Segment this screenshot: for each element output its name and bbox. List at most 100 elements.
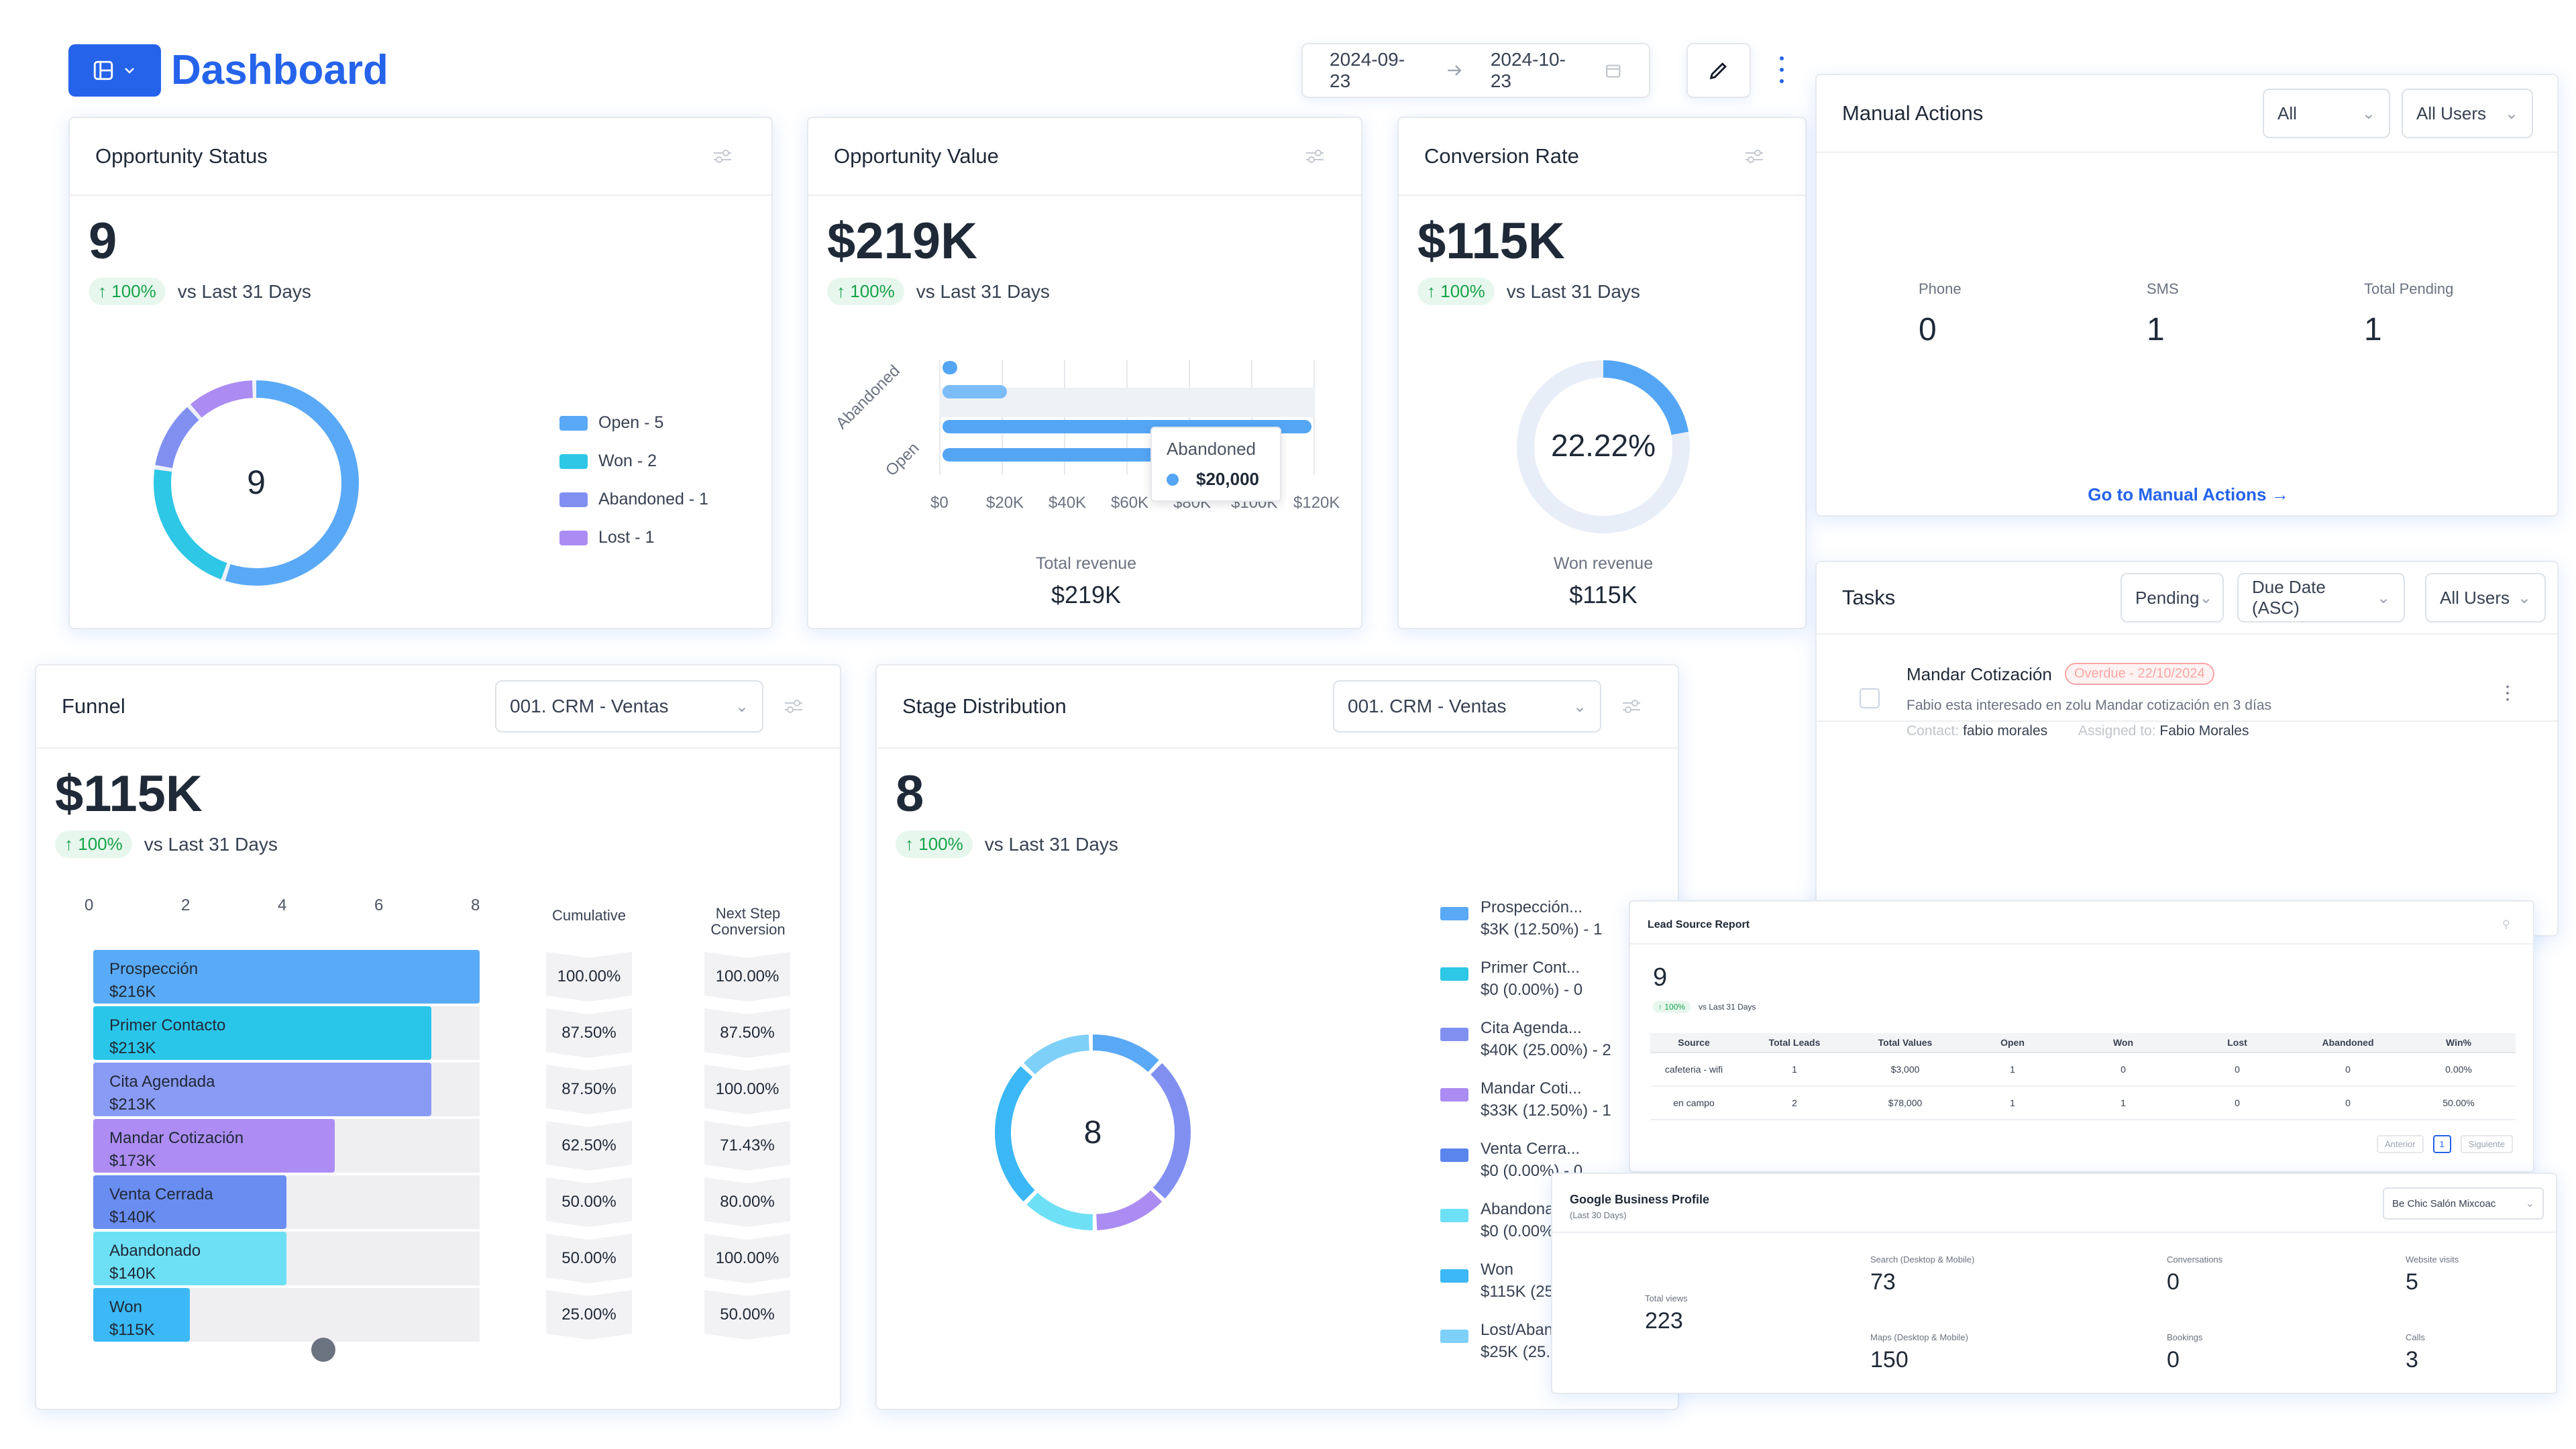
next-page-button[interactable]: Siguiente xyxy=(2460,1135,2513,1153)
donut-segment-6[interactable] xyxy=(995,1034,1191,1230)
total-views-label: Total views xyxy=(1645,1293,1688,1303)
card-title: Funnel xyxy=(62,694,125,718)
go-to-manual-actions-link[interactable]: Go to Manual Actions → xyxy=(2088,484,2289,504)
change-badge: ↑ 100% xyxy=(55,830,132,858)
table-header-cell: Open xyxy=(2000,1037,2025,1048)
donut-segment-0[interactable] xyxy=(995,1034,1191,1230)
user-select[interactable]: All Users ⌄ xyxy=(2402,89,2533,138)
pencil-icon xyxy=(1709,62,1727,80)
conversion-rate-card: Conversion Rate $115K ↑ 100% vs Last 31 D… xyxy=(1397,117,1807,629)
assigned-name[interactable]: Fabio Morales xyxy=(2159,723,2249,739)
cumulative-cell: 87.50% xyxy=(546,1065,632,1114)
scroll-handle[interactable] xyxy=(311,1338,335,1362)
legend-swatch-lost xyxy=(559,530,588,545)
layout-icon xyxy=(93,60,113,80)
layout-switcher-button[interactable] xyxy=(68,44,161,97)
task-title: Mandar Cotización xyxy=(1907,664,2052,684)
pipeline-select[interactable]: 001. CRM - Ventas ⌄ xyxy=(495,680,763,733)
status-select[interactable]: Pending ⌄ xyxy=(2121,573,2224,623)
filter-icon[interactable] xyxy=(712,148,733,165)
stage-distribution-card: Stage Distribution 001. CRM - Ventas ⌄ 8 … xyxy=(875,664,1679,1410)
donut-segment-1[interactable] xyxy=(154,380,359,586)
gauge-label: 22.22% xyxy=(1551,428,1656,463)
col-cumulative: Cumulative xyxy=(551,907,627,924)
edit-button[interactable] xyxy=(1686,43,1751,98)
arrow-right-icon xyxy=(1447,65,1462,76)
cumulative-cell: 25.00% xyxy=(546,1290,632,1340)
funnel-bar[interactable]: Abandonado $140K xyxy=(93,1232,286,1285)
pipeline-select[interactable]: 001. CRM - Ventas ⌄ xyxy=(1333,680,1601,733)
chart-tooltip: Abandoned $20,000 xyxy=(1150,427,1281,502)
action-type-select[interactable]: All ⌄ xyxy=(2263,89,2390,138)
date-range-picker[interactable]: 2024-09-23 2024-10-23 xyxy=(1301,43,1650,98)
funnel-bar[interactable]: Won $115K xyxy=(93,1288,190,1342)
funnel-row[interactable]: Cita Agendada $213K xyxy=(93,1063,480,1116)
donut-center-label: 9 xyxy=(247,464,266,501)
legend-item[interactable]: Mandar Coti... $33K (12.50%) - 1 xyxy=(1481,1079,1611,1120)
table-row[interactable]: cafeteria - wifi 1 $3,000 1 0 0 0 0.00% xyxy=(1650,1053,2516,1087)
search-label: Search (Desktop & Mobile) xyxy=(1870,1254,1975,1265)
task-menu-icon[interactable]: ⋮ xyxy=(2498,682,2517,703)
search-value: 73 xyxy=(1870,1269,1896,1295)
maps-value: 150 xyxy=(1870,1347,1909,1373)
cumulative-cell: 50.00% xyxy=(546,1234,632,1283)
contact-label: Contact: xyxy=(1907,723,1960,739)
task-checkbox[interactable] xyxy=(1860,688,1880,708)
legend-item[interactable]: Venta Cerra... $0 (0.00%) - 0 xyxy=(1481,1140,1583,1180)
bar-abandoned[interactable] xyxy=(943,385,1007,398)
funnel-bar[interactable]: Prospección $216K xyxy=(93,950,480,1004)
cumulative-cell: 62.50% xyxy=(546,1121,632,1171)
task-item[interactable]: Mandar Cotización Overdue - 22/10/2024 F… xyxy=(1817,635,2557,739)
contact-name[interactable]: fabio morales xyxy=(1963,723,2048,739)
table-cell: 0 xyxy=(2235,1097,2240,1108)
legend-item[interactable]: Cita Agenda... $40K (25.00%) - 2 xyxy=(1481,1019,1611,1059)
donut-segment-0[interactable] xyxy=(154,380,359,586)
table-cell: 1 xyxy=(2121,1097,2126,1108)
opportunity-value-card: Opportunity Value $219K ↑ 100% vs Last 31… xyxy=(807,117,1362,629)
legend-swatch-abandoned xyxy=(559,492,588,507)
funnel-row[interactable]: Mandar Cotización $173K xyxy=(93,1119,480,1173)
funnel-row[interactable]: Prospección $216K xyxy=(93,950,480,1004)
filter-icon[interactable] xyxy=(1305,148,1325,165)
legend-swatch xyxy=(1440,1209,1468,1222)
funnel-bar[interactable]: Mandar Cotización $173K xyxy=(93,1119,335,1173)
funnel-row[interactable]: Won $115K xyxy=(93,1288,480,1342)
more-options-icon[interactable] xyxy=(1778,56,1786,83)
funnel-bar[interactable]: Cita Agendada $213K xyxy=(93,1063,431,1116)
funnel-bar[interactable]: Primer Contacto $213K xyxy=(93,1006,431,1060)
assignee-select[interactable]: All Users ⌄ xyxy=(2425,573,2546,623)
funnel-bar[interactable]: Venta Cerrada $140K xyxy=(93,1175,286,1229)
date-from[interactable]: 2024-09-23 xyxy=(1330,49,1405,91)
donut-center-label: 8 xyxy=(1084,1115,1102,1150)
funnel-row[interactable]: Abandonado $140K xyxy=(93,1232,480,1285)
filter-icon[interactable]: ⚲ xyxy=(2502,919,2510,930)
legend-swatch xyxy=(1440,967,1468,981)
legend-item[interactable]: Primer Cont... $0 (0.00%) - 0 xyxy=(1481,959,1583,999)
legend-item[interactable]: Won $115K (25 xyxy=(1481,1260,1554,1301)
table-cell: 0 xyxy=(2121,1064,2126,1075)
stage-name: Abandonado xyxy=(109,1242,201,1260)
phone-label: Phone xyxy=(1919,280,1962,297)
sort-select[interactable]: Due Date (ASC) ⌄ xyxy=(2237,573,2405,623)
table-cell: 0 xyxy=(2345,1097,2351,1108)
donut-segment-2[interactable] xyxy=(995,1034,1191,1230)
table-cell: $78,000 xyxy=(1888,1097,1923,1108)
website-visits-value: 5 xyxy=(2406,1269,2418,1295)
date-to[interactable]: 2024-10-23 xyxy=(1490,49,1566,91)
filter-icon[interactable] xyxy=(1621,698,1642,715)
table-row[interactable]: en campo 2 $78,000 1 1 0 0 50.00% xyxy=(1650,1087,2516,1120)
filter-icon[interactable] xyxy=(784,698,804,715)
location-select[interactable]: Be Chic Salón Mixcoac ⌄ xyxy=(2383,1187,2544,1220)
funnel-row[interactable]: Primer Contacto $213K xyxy=(93,1006,480,1060)
legend-item[interactable]: Prospección... $3K (12.50%) - 1 xyxy=(1481,898,1603,938)
compare-text: vs Last 31 Days xyxy=(144,833,278,855)
legend-label-abandoned: Abandoned - 1 xyxy=(598,490,709,508)
total-views-value: 223 xyxy=(1645,1308,1683,1334)
filter-icon[interactable] xyxy=(1744,148,1764,165)
page-number-button[interactable]: 1 xyxy=(2432,1135,2451,1153)
bar-abandoned-small[interactable] xyxy=(943,361,957,374)
previous-page-button[interactable]: Anterior xyxy=(2377,1135,2424,1153)
lead-source-card: Lead Source Report ⚲ 9 ↑ 100% vs Last 31… xyxy=(1629,900,2534,1173)
phone-value: 0 xyxy=(1919,312,1937,347)
funnel-row[interactable]: Venta Cerrada $140K xyxy=(93,1175,480,1229)
